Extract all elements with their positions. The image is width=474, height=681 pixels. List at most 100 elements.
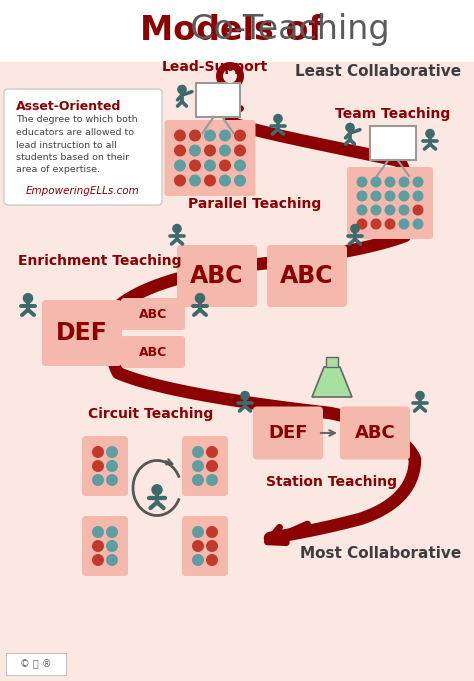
Text: Lead-Support: Lead-Support [162,60,268,74]
Circle shape [189,144,201,157]
Circle shape [204,129,216,142]
Text: The degree to which both
educators are allowed to
lead instruction to all
studen: The degree to which both educators are a… [16,116,137,174]
Circle shape [92,526,104,538]
FancyBboxPatch shape [82,516,128,576]
Circle shape [192,554,204,566]
Circle shape [23,293,33,304]
Circle shape [234,174,246,187]
Text: Parallel Teaching: Parallel Teaching [188,197,322,211]
Circle shape [425,129,435,138]
Text: ABC: ABC [139,345,167,358]
Text: Asset-Oriented: Asset-Oriented [16,101,121,114]
Circle shape [415,391,425,400]
Circle shape [177,84,187,95]
Text: EmpoweringELLs.com: EmpoweringELLs.com [26,186,140,196]
FancyBboxPatch shape [267,245,347,307]
Circle shape [92,540,104,552]
Bar [6,653,66,675]
Circle shape [192,460,204,472]
Circle shape [223,69,237,83]
Circle shape [206,554,218,566]
Circle shape [204,159,216,172]
Circle shape [189,159,201,172]
Circle shape [356,191,367,202]
Circle shape [350,224,360,234]
Circle shape [234,129,246,142]
Circle shape [92,554,104,566]
Text: Least Collaborative: Least Collaborative [295,63,461,78]
FancyBboxPatch shape [164,120,255,196]
Circle shape [106,474,118,486]
Circle shape [412,219,423,229]
Circle shape [384,204,395,215]
Circle shape [92,460,104,472]
Circle shape [384,191,395,202]
Circle shape [399,219,410,229]
Text: ABC: ABC [280,264,334,288]
Circle shape [206,446,218,458]
Circle shape [192,540,204,552]
Circle shape [151,484,163,496]
Circle shape [106,540,118,552]
Circle shape [399,204,410,215]
FancyBboxPatch shape [121,298,185,330]
Bar [370,126,416,160]
Circle shape [412,176,423,187]
FancyBboxPatch shape [121,336,185,368]
FancyBboxPatch shape [177,245,257,307]
FancyBboxPatch shape [347,167,433,239]
Circle shape [106,446,118,458]
Text: © ⓘ ®: © ⓘ ® [20,659,52,669]
FancyBboxPatch shape [182,516,228,576]
FancyBboxPatch shape [82,436,128,496]
Circle shape [219,159,231,172]
FancyBboxPatch shape [4,89,162,205]
FancyBboxPatch shape [182,436,228,496]
Bar [0,0,474,62]
Circle shape [172,224,182,234]
Circle shape [206,460,218,472]
Circle shape [92,474,104,486]
Circle shape [174,174,186,187]
Circle shape [371,176,382,187]
Circle shape [412,191,423,202]
Circle shape [356,219,367,229]
FancyBboxPatch shape [340,407,410,460]
Circle shape [273,114,283,123]
Circle shape [399,176,410,187]
Circle shape [384,219,395,229]
Circle shape [371,219,382,229]
Circle shape [192,446,204,458]
Text: Circuit Teaching: Circuit Teaching [88,407,213,421]
Circle shape [371,204,382,215]
Circle shape [206,540,218,552]
Circle shape [412,204,423,215]
Circle shape [219,174,231,187]
Bar [196,83,240,117]
Circle shape [192,526,204,538]
Text: Models of: Models of [140,14,334,46]
Circle shape [371,191,382,202]
Text: Station Teaching: Station Teaching [266,475,398,489]
Circle shape [195,293,205,304]
Circle shape [234,159,246,172]
Circle shape [345,123,355,132]
Circle shape [174,129,186,142]
Circle shape [106,554,118,566]
Circle shape [234,144,246,157]
Circle shape [106,526,118,538]
FancyBboxPatch shape [253,407,323,460]
Text: Most Collaborative: Most Collaborative [300,545,461,560]
Circle shape [189,129,201,142]
Circle shape [356,204,367,215]
Text: Enrichment Teaching: Enrichment Teaching [18,254,182,268]
Circle shape [204,144,216,157]
Circle shape [399,191,410,202]
Circle shape [106,460,118,472]
Text: Team Teaching: Team Teaching [336,107,451,121]
FancyBboxPatch shape [42,300,122,366]
Circle shape [92,446,104,458]
Circle shape [174,144,186,157]
Text: ABC: ABC [355,424,395,442]
Circle shape [206,526,218,538]
